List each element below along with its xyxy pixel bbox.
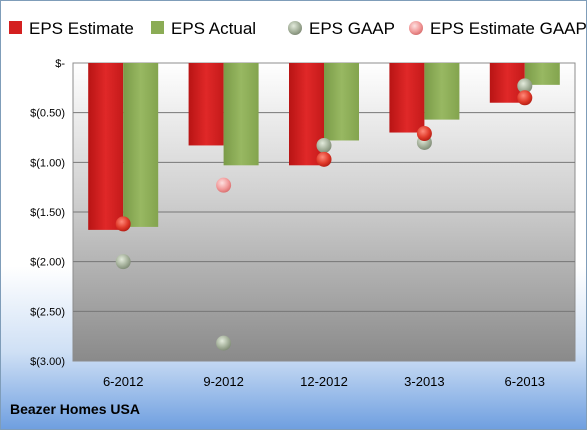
marker-eps-gaap — [216, 335, 232, 351]
bar-eps-actual — [424, 63, 460, 120]
legend-label: EPS GAAP — [309, 19, 395, 38]
bar-eps-actual — [223, 63, 259, 166]
legend-label: EPS Actual — [171, 19, 256, 38]
bars — [88, 63, 560, 230]
x-tick-label: 9-2012 — [203, 374, 243, 389]
legend-label: EPS Estimate — [29, 19, 134, 38]
x-tick-label: 12-2012 — [300, 374, 348, 389]
x-tick-label: 6-2013 — [505, 374, 545, 389]
marker-eps-gaap — [115, 254, 131, 270]
legend-label: EPS Estimate GAAP — [430, 19, 586, 38]
marker-eps-estimate-gaap — [517, 90, 533, 106]
y-axis: $- $(0.50) $(1.00) $(1.50) $(2.00) $(2.50) $(3… — [30, 58, 65, 368]
legend: EPS Estimate EPS Actual EPS GAAP EPS Estima… — [9, 19, 586, 38]
bar-eps-estimate — [389, 63, 425, 133]
y-tick-label: $(2.00) — [30, 257, 65, 269]
legend-swatch — [409, 21, 423, 35]
bar-eps-actual — [324, 63, 359, 141]
y-tick-label: $(0.50) — [30, 108, 65, 120]
marker-eps-estimate-gaap — [216, 177, 232, 193]
marker-eps-estimate-gaap — [115, 216, 131, 232]
marker-eps-estimate-gaap — [416, 126, 432, 142]
bar-eps-actual — [123, 63, 159, 227]
y-tick-label: $(3.00) — [30, 356, 65, 368]
x-axis: 6-2012 9-2012 12-2012 3-2013 6-2013 — [103, 374, 545, 389]
x-tick-label: 3-2013 — [404, 374, 444, 389]
marker-eps-gaap — [517, 78, 533, 94]
y-tick-label: $(1.50) — [30, 207, 65, 219]
markers — [115, 78, 533, 351]
legend-swatch — [151, 21, 164, 34]
legend-swatch — [288, 21, 302, 35]
bar-eps-estimate — [88, 63, 124, 230]
company-name: Beazer Homes USA — [10, 401, 140, 417]
x-tick-label: 6-2012 — [103, 374, 143, 389]
y-tick-label: $- — [55, 58, 65, 70]
bar-eps-actual — [524, 63, 560, 85]
y-tick-label: $(1.00) — [30, 157, 65, 169]
legend-swatch — [9, 21, 22, 34]
marker-eps-gaap — [316, 137, 332, 153]
y-tick-label: $(2.50) — [30, 306, 65, 318]
marker-eps-estimate-gaap — [316, 151, 332, 167]
bar-eps-estimate — [188, 63, 224, 146]
